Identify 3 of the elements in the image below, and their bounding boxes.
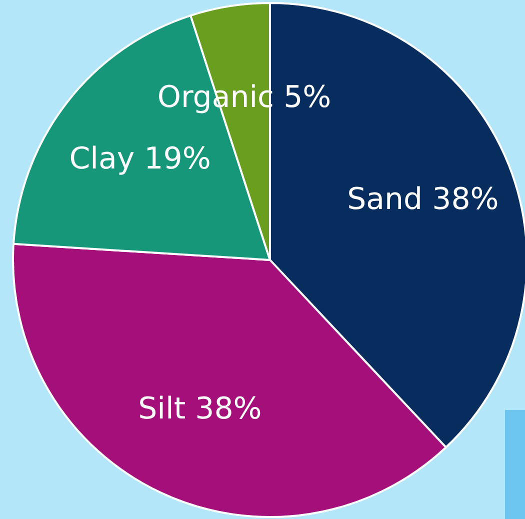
slice-label: Clay 19% [69, 142, 211, 177]
slice-label: Sand 38% [347, 182, 499, 217]
slice-label: Silt 38% [138, 391, 262, 426]
